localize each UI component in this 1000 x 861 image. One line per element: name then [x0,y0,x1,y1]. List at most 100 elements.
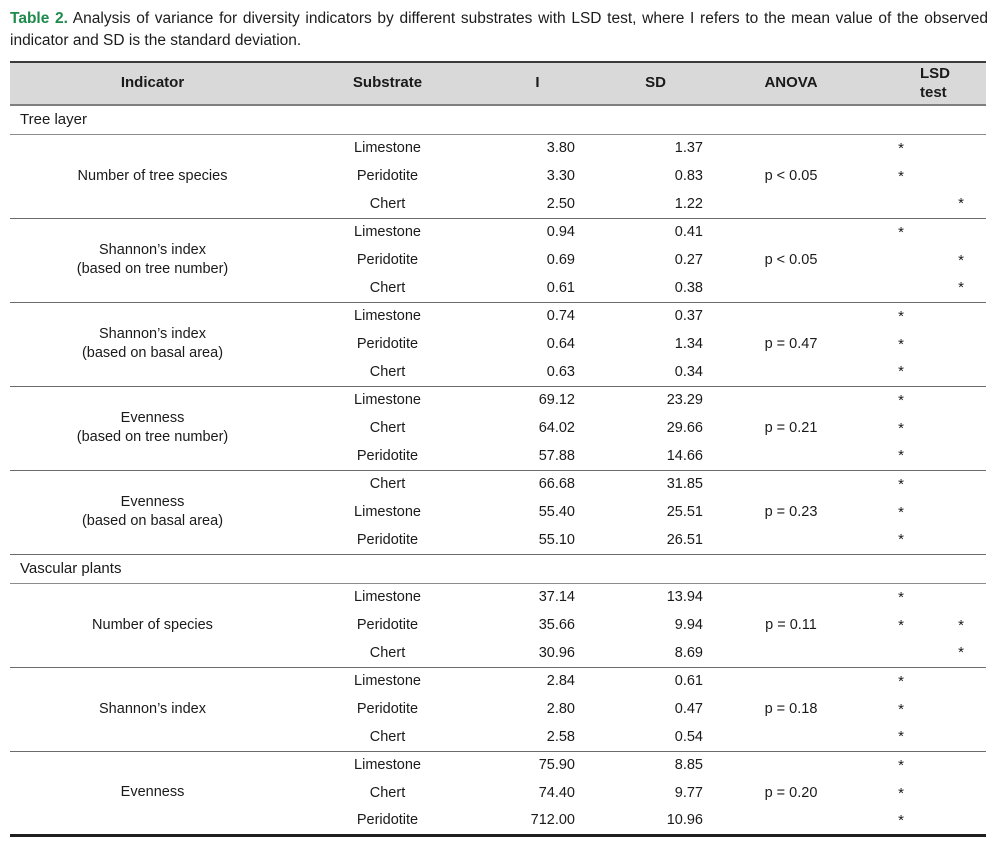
i-value-cell: 712.00 [530,812,575,829]
substrate-cell: Chert [369,420,406,436]
sd-value-cell: 26.51 [666,531,703,548]
section-row: Vascular plants [10,554,986,583]
i-value-cell: 3.30 [546,168,575,184]
table-row: Peridotite 712.00 10.96 * [10,807,986,835]
anova-cell: p = 0.47 [764,336,818,352]
lsd-marker-cell-left: * [898,307,904,325]
i-value-cell: 37.14 [538,589,575,606]
anova-cell: p = 0.21 [764,420,818,436]
lsd-marker-cell-left: * [898,700,904,718]
substrate-cell: Limestone [354,140,421,157]
lsd-marker-cell-left: * [898,616,904,634]
indicator-cell: Shannon’s index (based on basal area) [81,326,224,361]
substrate-cell: Peridotite [356,447,419,464]
i-value-cell: 64.02 [538,420,575,436]
lsd-marker-cell-left: * [898,363,904,381]
i-value-cell: 75.90 [538,757,575,774]
i-value-cell: 0.94 [546,224,575,241]
i-value-cell: 0.74 [546,308,575,325]
sd-value-cell: 23.29 [666,392,703,409]
sd-value-cell: 1.34 [674,336,703,352]
lsd-marker-cell-right: * [958,251,964,269]
table-row: Chert 2.50 1.22 * [10,190,986,218]
lsd-marker-cell-left: * [898,335,904,353]
table-body: Tree layer Number of tree species Limeston… [10,105,986,835]
table-row: Shannon’s index (based on basal area) Lim… [10,302,986,361]
lsd-marker-cell-right [936,358,986,386]
lsd-marker-cell-left: * [898,167,904,185]
i-value-cell: 2.84 [546,673,575,690]
table-row: Number of tree species Limestone 3.80 1.37 p… [10,134,986,184]
table-row: Chert 74.40 9.77 * [10,779,986,807]
indicator-cell: Evenness (based on tree number) [76,410,229,445]
table-row: Number of species Limestone 37.14 13.94 p = … [10,583,986,633]
i-value-cell: 0.61 [546,279,575,296]
sd-value-cell: 10.96 [666,812,703,829]
lsd-marker-cell-right [936,218,986,246]
lsd-marker-cell-left: * [898,728,904,746]
anova-table: Indicator Substrate I SD ANOVA LSD test … [10,61,986,837]
lsd-marker-cell-left: * [898,419,904,437]
sd-value-cell: 0.83 [674,168,703,184]
lsd-marker-cell-left: * [898,475,904,493]
lsd-marker-cell-left: * [898,447,904,465]
table-row: Evenness Limestone 75.90 8.85 p = 0.20 * [10,751,986,801]
lsd-marker-cell-right [936,667,986,695]
lsd-marker-cell-left: * [898,139,904,157]
sd-value-cell: 0.54 [674,728,703,745]
sd-value-cell: 8.69 [674,644,703,661]
substrate-cell: Limestone [354,224,421,241]
lsd-marker-cell-left: * [898,672,904,690]
table-row: Chert 0.61 0.38 * [10,274,986,302]
i-value-cell: 55.10 [538,531,575,548]
lsd-marker-cell-right: * [958,644,964,662]
lsd-marker-cell-right [936,162,986,190]
table-row: Chert 2.58 0.54 * [10,723,986,751]
indicator-cell: Number of tree species [77,167,228,184]
table-caption-text: Analysis of variance for diversity indic… [10,10,988,49]
lsd-marker-cell-left [866,274,936,302]
i-value-cell: 55.40 [538,504,575,520]
sd-value-cell: 0.41 [674,224,703,241]
sd-value-cell: 0.34 [674,363,703,380]
substrate-cell: Limestone [354,504,421,520]
lsd-marker-cell-right [936,330,986,358]
substrate-cell: Chert [369,728,406,745]
lsd-marker-cell-right [936,414,986,442]
lsd-marker-cell-right: * [958,195,964,213]
indicator-cell: Shannon’s index [99,700,206,717]
anova-cell: p < 0.05 [764,168,818,184]
lsd-marker-cell-left: * [898,811,904,829]
anova-cell: p = 0.23 [764,504,818,520]
indicator-cell: Evenness (based on basal area) [81,494,224,529]
lsd-marker-cell-right: * [958,616,964,634]
anova-cell: p = 0.18 [764,701,818,717]
i-value-cell: 0.64 [546,336,575,352]
col-header-sd: SD [645,74,666,92]
section-row: Tree layer [10,105,986,134]
table-row: Peridotite 2.80 0.47 * [10,695,986,723]
lsd-marker-cell-right [936,723,986,751]
anova-cell: p = 0.11 [765,617,817,633]
substrate-cell: Peridotite [356,531,419,548]
col-header-i: I [535,74,540,92]
indicator-cell: Number of species [92,616,213,633]
lsd-marker-cell-right [936,498,986,526]
table-row: Shannon’s index (based on tree number) Li… [10,218,986,277]
sd-value-cell: 0.61 [674,673,703,690]
sd-value-cell: 14.66 [666,447,703,464]
table-row: Chert 64.02 29.66 * [10,414,986,442]
substrate-cell: Chert [369,195,406,212]
substrate-cell: Limestone [354,673,421,690]
anova-cell: p < 0.05 [764,252,818,268]
anova-cell: p = 0.20 [764,784,818,801]
i-value-cell: 2.50 [546,195,575,212]
lsd-marker-cell-left: * [898,223,904,241]
sd-value-cell: 0.38 [674,279,703,296]
sd-value-cell: 1.22 [674,195,703,212]
table-row: Peridotite 0.64 1.34 * [10,330,986,358]
sd-value-cell: 29.66 [666,420,703,436]
table-row: Peridotite 0.69 0.27 * [10,246,986,274]
lsd-marker-cell-left [866,639,936,667]
i-value-cell: 0.63 [546,363,575,380]
